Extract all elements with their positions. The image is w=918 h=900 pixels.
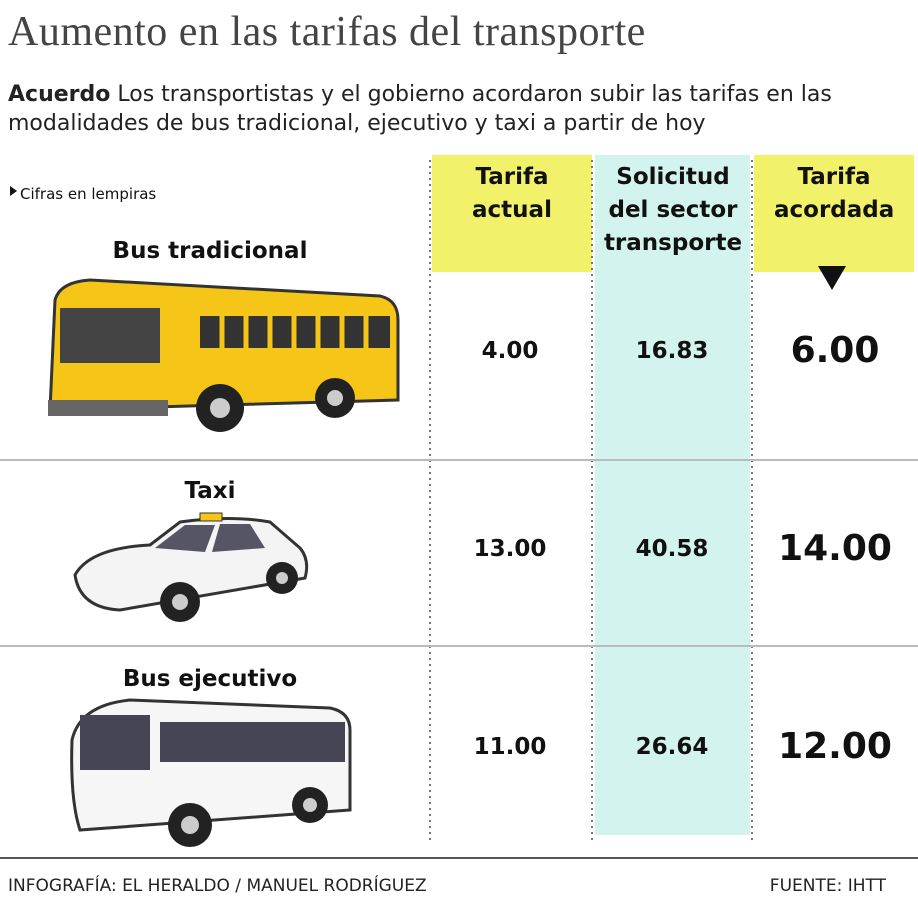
column-header: Solicitud del sector transporte bbox=[603, 164, 743, 256]
taxi-illustration bbox=[73, 512, 309, 622]
cell: 12.00 bbox=[778, 726, 892, 767]
bullet bbox=[10, 186, 17, 196]
lead: Acuerdo bbox=[8, 82, 111, 107]
credit: INFOGRAFÍA: EL HERALDO / MANUEL RODRÍGUE… bbox=[8, 876, 427, 896]
cell: 13.00 bbox=[473, 536, 547, 562]
cell: 14.00 bbox=[778, 528, 892, 569]
cell: 11.00 bbox=[473, 734, 547, 760]
column-header: Tarifa acordada bbox=[774, 164, 895, 223]
header-bg bbox=[432, 155, 592, 272]
row-lines bbox=[0, 459, 918, 647]
cell: 4.00 bbox=[481, 338, 539, 364]
intro-text: Los transportistas y el gobierno acordar… bbox=[8, 82, 832, 136]
cell: 40.58 bbox=[635, 536, 709, 562]
header-bg bbox=[754, 155, 914, 272]
row-label: Taxi bbox=[184, 478, 236, 504]
arrow bbox=[818, 266, 846, 290]
cell: 16.83 bbox=[635, 338, 709, 364]
note: Cifras en lempiras bbox=[20, 185, 157, 203]
bus-illustration bbox=[48, 278, 400, 432]
minibus-illustration bbox=[70, 698, 352, 847]
column-header: Tarifa actual bbox=[472, 164, 552, 223]
title: Aumento en las tarifas del transporte bbox=[8, 9, 646, 55]
highlight-column bbox=[595, 155, 750, 835]
row-label: Bus tradicional bbox=[112, 238, 308, 264]
row-label: Bus ejecutivo bbox=[122, 666, 298, 692]
intro: Acuerdo Los transportistas y el gobierno… bbox=[8, 80, 908, 138]
cell: 6.00 bbox=[790, 330, 880, 371]
source: FUENTE: IHTT bbox=[769, 876, 886, 896]
cell: 26.64 bbox=[635, 734, 709, 760]
